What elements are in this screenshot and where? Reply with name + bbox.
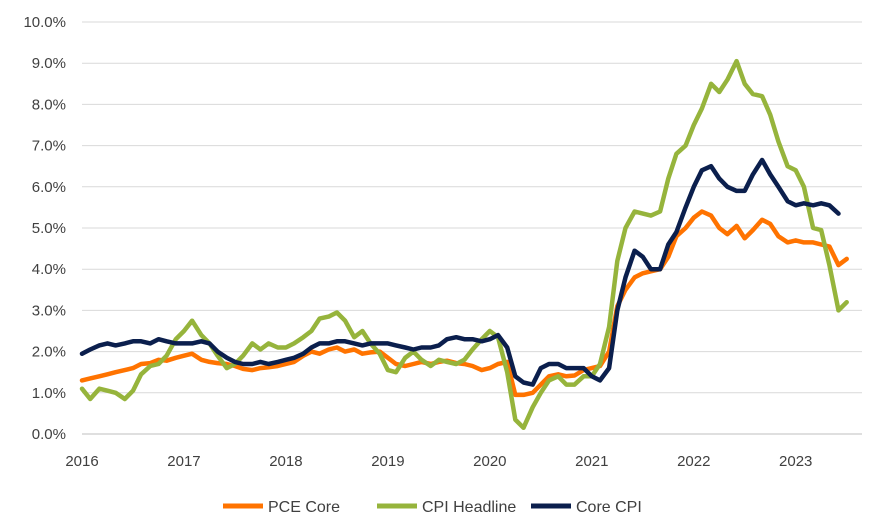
series-lines [79,58,849,431]
x-tick-label: 2016 [65,453,98,470]
y-tick-label: 1.0% [32,385,66,402]
y-tick-label: 5.0% [32,220,66,237]
y-tick-label: 2.0% [32,344,66,361]
x-tick-label: 2017 [167,453,200,470]
y-tick-label: 4.0% [32,261,66,278]
x-tick-label: 2018 [269,453,302,470]
x-tick-label: 2021 [575,453,608,470]
y-tick-label: 10.0% [23,14,66,31]
x-axis: 2016 2017 2018 2019 2020 2021 2022 2023 [65,433,862,470]
x-tick-label: 2020 [473,453,506,470]
legend-label: Core CPI [576,499,642,516]
series-line-pce-core [79,209,849,398]
legend: PCE Core CPI Headline Core CPI [223,499,642,516]
y-tick-label: 3.0% [32,302,66,319]
series-line-core-cpi [79,157,841,387]
gridlines [82,21,862,435]
series-line-cpi-headline [79,58,849,431]
y-tick-label: 8.0% [32,96,66,113]
y-tick-label: 0.0% [32,426,66,443]
legend-label: PCE Core [268,499,340,516]
legend-label: CPI Headline [422,499,516,516]
x-tick-label: 2023 [779,453,812,470]
x-tick-label: 2019 [371,453,404,470]
y-tick-label: 9.0% [32,55,66,72]
y-tick-label: 6.0% [32,179,66,196]
x-tick-label: 2022 [677,453,710,470]
y-tick-label: 7.0% [32,138,66,155]
y-axis: 0.0% 1.0% 2.0% 3.0% 4.0% 5.0% 6.0% 7.0% 8.0% 9.0%… [23,14,66,443]
